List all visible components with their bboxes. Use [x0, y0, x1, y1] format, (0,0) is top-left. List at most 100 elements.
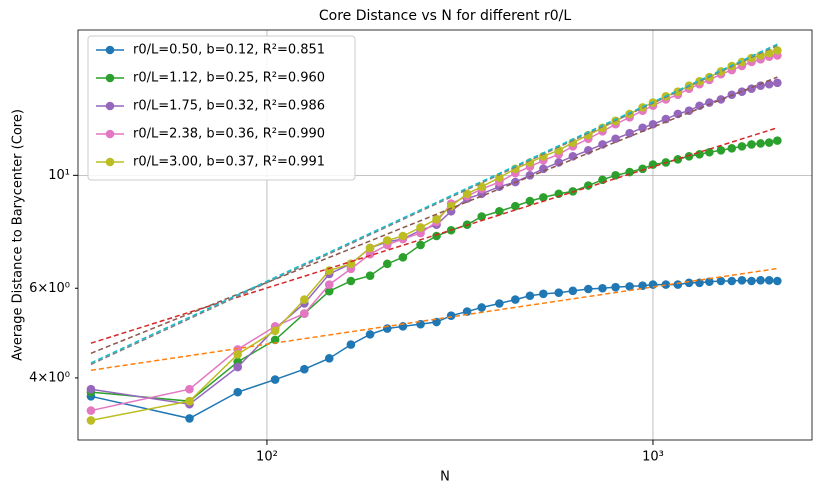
data-point	[727, 144, 737, 153]
data-point	[495, 299, 504, 308]
x-tick-label: 10²	[256, 450, 278, 465]
data-point	[638, 164, 647, 174]
data-point	[539, 289, 548, 299]
data-point	[511, 295, 520, 304]
data-point	[511, 201, 520, 211]
data-point	[684, 151, 694, 161]
data-point	[86, 406, 96, 415]
data-point	[584, 284, 593, 294]
data-point	[705, 98, 714, 107]
chart-title: Core Distance vs N for different r0/L	[319, 8, 571, 24]
data-point	[598, 283, 607, 293]
data-point	[270, 326, 280, 336]
data-point	[648, 160, 658, 169]
data-point	[185, 414, 194, 423]
data-point	[525, 171, 535, 180]
data-point	[432, 231, 441, 241]
data-point	[568, 151, 578, 161]
data-point	[86, 384, 96, 394]
data-point	[398, 253, 408, 262]
legend-label: r0/L=2.38, b=0.36, R²=0.990	[133, 127, 325, 142]
data-point	[554, 288, 564, 298]
y-axis-label: Average Distance to Barycenter (Core)	[11, 109, 26, 361]
data-point	[673, 280, 683, 289]
data-point	[382, 259, 392, 269]
data-point	[233, 387, 243, 397]
data-point	[432, 214, 441, 224]
legend-box	[87, 35, 356, 181]
data-point	[568, 286, 578, 296]
data-point	[773, 78, 782, 88]
data-point	[737, 87, 747, 96]
data-point	[773, 276, 782, 286]
data-point	[737, 275, 747, 285]
data-point	[773, 136, 782, 145]
data-point	[382, 236, 392, 245]
data-point	[648, 119, 658, 129]
data-point	[747, 276, 756, 286]
data-point	[495, 206, 504, 216]
data-point	[625, 128, 634, 138]
data-point	[625, 282, 634, 291]
data-point	[233, 362, 243, 372]
data-point	[764, 79, 774, 89]
data-point	[462, 307, 472, 316]
fit-line	[90, 43, 778, 364]
data-point	[346, 276, 356, 286]
legend-label: r0/L=0.50, b=0.12, R²=0.851	[133, 43, 325, 58]
x-tick-label: 10³	[642, 450, 664, 465]
data-point	[233, 350, 243, 359]
y-tick-label: 10¹	[48, 168, 70, 183]
data-point	[598, 140, 607, 149]
data-point	[611, 134, 620, 144]
data-point	[756, 275, 765, 285]
legend-marker	[105, 101, 115, 111]
data-point	[300, 295, 309, 304]
data-point	[756, 139, 765, 148]
data-point	[539, 193, 548, 202]
data-point	[398, 231, 408, 241]
data-point	[300, 309, 309, 318]
data-point	[705, 277, 714, 287]
legend-marker	[105, 73, 115, 83]
legend-marker	[105, 157, 115, 167]
data-point	[716, 95, 726, 104]
data-point	[185, 396, 194, 406]
legend-marker	[105, 45, 115, 55]
data-point	[695, 278, 704, 288]
data-point	[270, 375, 280, 384]
data-point	[525, 291, 535, 301]
data-point	[477, 303, 486, 312]
data-point	[416, 240, 425, 250]
data-point	[705, 147, 714, 157]
fit-line	[90, 267, 778, 372]
data-point	[716, 276, 726, 286]
data-point	[462, 189, 472, 199]
fit-line	[90, 76, 778, 355]
legend-marker	[105, 129, 115, 139]
data-point	[764, 275, 774, 285]
data-point	[446, 201, 456, 211]
data-point	[584, 181, 593, 190]
data-point	[365, 330, 375, 339]
data-point	[716, 145, 726, 155]
x-axis-label: N	[440, 470, 450, 485]
data-point	[365, 271, 375, 281]
legend-label: r0/L=1.12, b=0.25, R²=0.960	[133, 71, 325, 86]
data-point	[416, 223, 425, 232]
data-point	[695, 101, 704, 111]
data-point	[747, 140, 756, 149]
plot-frame	[77, 29, 813, 441]
data-point	[525, 196, 535, 206]
data-point	[611, 282, 620, 292]
data-point	[324, 354, 334, 363]
data-point	[324, 286, 334, 296]
data-point	[756, 51, 765, 60]
data-point	[382, 324, 392, 333]
y-tick-label: 4×10⁰	[29, 370, 70, 385]
data-point	[756, 81, 765, 91]
data-point	[365, 243, 375, 253]
data-point	[477, 212, 486, 221]
data-point	[684, 278, 694, 288]
